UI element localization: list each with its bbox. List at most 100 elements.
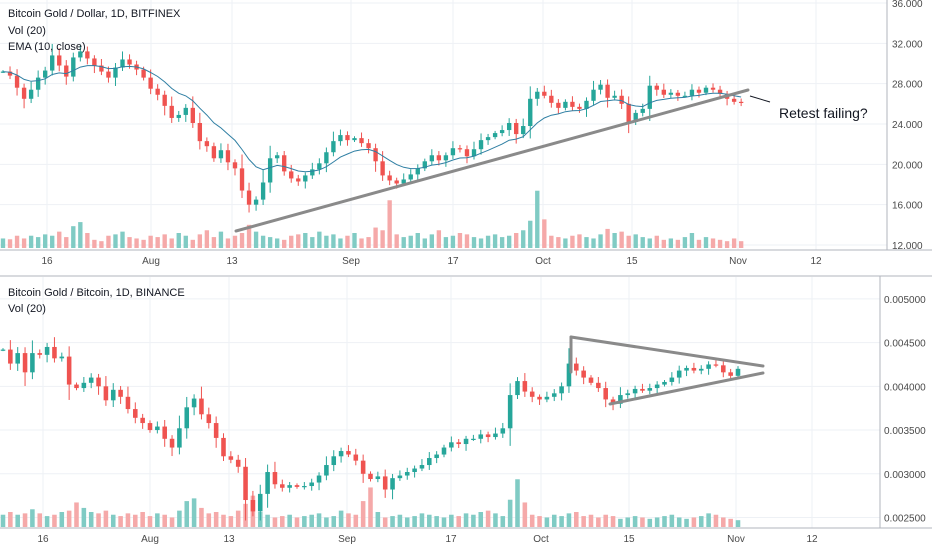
candle-body[interactable] xyxy=(218,150,224,159)
candle-body[interactable] xyxy=(310,169,315,176)
candle-body[interactable] xyxy=(162,94,167,106)
time-axis[interactable]: 16 Aug 13 Sep 17 Oct 15 Nov 12 xyxy=(41,256,822,267)
candle-body[interactable] xyxy=(485,434,491,438)
candle-body[interactable] xyxy=(232,162,238,169)
candle-body[interactable] xyxy=(140,417,145,424)
candle-body[interactable] xyxy=(464,149,470,157)
candle-body[interactable] xyxy=(581,370,586,378)
candle-body[interactable] xyxy=(74,384,79,389)
candle-body[interactable] xyxy=(92,58,97,66)
candle-body[interactable] xyxy=(521,126,526,135)
candle-body[interactable] xyxy=(272,472,278,485)
candle-body[interactable] xyxy=(183,107,188,115)
candle-body[interactable] xyxy=(225,150,231,163)
candle-body[interactable] xyxy=(394,180,399,184)
candle-body[interactable] xyxy=(566,363,572,387)
candle-body[interactable] xyxy=(563,101,568,108)
candle-body[interactable] xyxy=(250,500,256,512)
candle-body[interactable] xyxy=(706,364,711,369)
candle-body[interactable] xyxy=(713,364,719,366)
candle-body[interactable] xyxy=(633,112,638,122)
candle-body[interactable] xyxy=(274,155,280,159)
candle-body[interactable] xyxy=(88,377,94,383)
candle-body[interactable] xyxy=(535,91,540,99)
candle-body[interactable] xyxy=(429,155,435,162)
candle-body[interactable] xyxy=(235,459,241,467)
price-axis[interactable]: 36.000 32.000 28.000 24.000 20.000 16.000 12.0… xyxy=(892,0,923,252)
candle-body[interactable] xyxy=(485,137,491,141)
candle-body[interactable] xyxy=(375,476,381,480)
candle-body[interactable] xyxy=(408,174,413,180)
candle-body[interactable] xyxy=(691,367,697,371)
candle-body[interactable] xyxy=(449,442,454,448)
candle-body[interactable] xyxy=(184,407,190,429)
candle-body[interactable] xyxy=(280,484,285,488)
time-axis[interactable]: 16 Aug 13 Sep 17 Oct 15 Nov 12 xyxy=(37,534,818,545)
candle-body[interactable] xyxy=(64,65,69,77)
candle-body[interactable] xyxy=(169,105,174,118)
candle-body[interactable] xyxy=(127,59,132,65)
candle-body[interactable] xyxy=(596,382,601,389)
candle-body[interactable] xyxy=(169,438,175,448)
candle-body[interactable] xyxy=(696,89,702,93)
candle-body[interactable] xyxy=(199,398,204,415)
candle-body[interactable] xyxy=(14,75,20,88)
candle-body[interactable] xyxy=(294,485,300,487)
candle-body[interactable] xyxy=(289,171,294,179)
candle-body[interactable] xyxy=(191,398,197,408)
candle-body[interactable] xyxy=(176,114,181,118)
candle-body[interactable] xyxy=(570,101,575,107)
candle-body[interactable] xyxy=(478,140,484,150)
candle-body[interactable] xyxy=(684,367,689,371)
triangle-lower-line[interactable] xyxy=(608,371,765,406)
candle-body[interactable] xyxy=(239,168,245,191)
candle-body[interactable] xyxy=(8,349,13,364)
candle-body[interactable] xyxy=(506,122,512,131)
candle-body[interactable] xyxy=(390,478,395,490)
candle-body[interactable] xyxy=(147,423,153,431)
candle-body[interactable] xyxy=(618,395,623,404)
legend-volume[interactable]: Vol (20) xyxy=(8,25,46,37)
candle-body[interactable] xyxy=(456,442,461,445)
candle-body[interactable] xyxy=(296,178,301,182)
candle-body[interactable] xyxy=(267,158,273,183)
candle-body[interactable] xyxy=(419,465,425,469)
candle-body[interactable] xyxy=(471,438,476,440)
candle-body[interactable] xyxy=(404,472,410,476)
candle-body[interactable] xyxy=(353,454,359,461)
candle-body[interactable] xyxy=(257,493,263,512)
candle-body[interactable] xyxy=(197,122,203,142)
candle-body[interactable] xyxy=(598,84,603,90)
candle-body[interactable] xyxy=(515,381,520,396)
candle-body[interactable] xyxy=(556,102,561,108)
candle-body[interactable] xyxy=(287,485,292,488)
candle-body[interactable] xyxy=(542,91,547,96)
candle-body[interactable] xyxy=(717,89,723,94)
candle-body[interactable] xyxy=(282,155,287,172)
candle-body[interactable] xyxy=(676,370,682,378)
candle-body[interactable] xyxy=(206,414,212,424)
candle-body[interactable] xyxy=(338,135,343,142)
candle-body[interactable] xyxy=(324,465,329,476)
candle-body[interactable] xyxy=(478,434,484,439)
candle-body[interactable] xyxy=(625,393,631,396)
candle-body[interactable] xyxy=(499,130,505,134)
candle-body[interactable] xyxy=(441,447,447,455)
candle-body[interactable] xyxy=(309,482,314,487)
candle-body[interactable] xyxy=(346,451,351,455)
candle-body[interactable] xyxy=(507,395,513,429)
candle-body[interactable] xyxy=(500,428,506,434)
candle-body[interactable] xyxy=(352,138,357,141)
candle-body[interactable] xyxy=(253,199,259,205)
candle-body[interactable] xyxy=(710,87,716,90)
candle-body[interactable] xyxy=(113,67,118,78)
candle-body[interactable] xyxy=(118,389,123,397)
candle-body[interactable] xyxy=(612,95,617,98)
candle-body[interactable] xyxy=(81,382,87,389)
candle-body[interactable] xyxy=(0,71,6,73)
candle-body[interactable] xyxy=(380,161,385,176)
legend-symbol[interactable]: Bitcoin Gold / Bitcoin, 1D, BINANCE xyxy=(8,287,185,299)
candle-body[interactable] xyxy=(640,388,645,391)
candle-body[interactable] xyxy=(584,100,589,109)
candle-body[interactable] xyxy=(626,103,631,122)
